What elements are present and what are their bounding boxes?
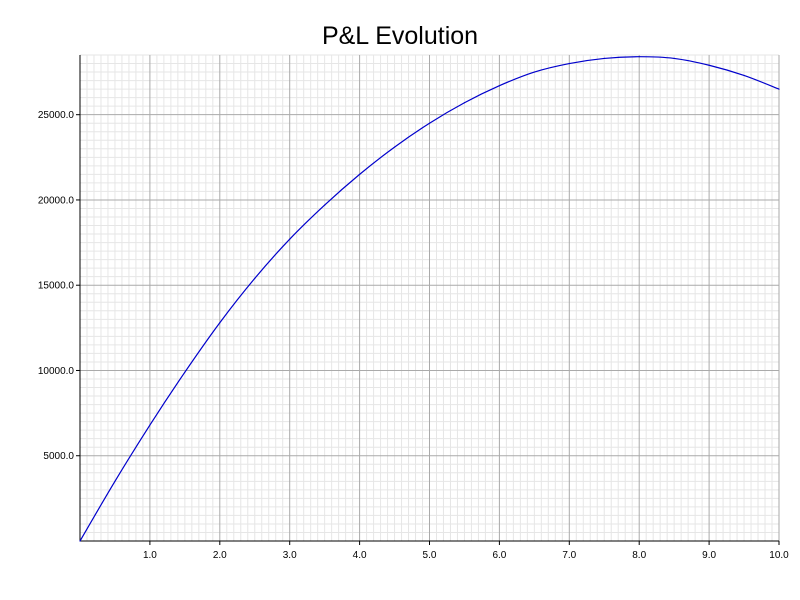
series-point — [463, 102, 466, 104]
x-tick-label: 3.0 — [283, 550, 297, 561]
series-point — [498, 85, 500, 87]
series-point — [219, 322, 221, 324]
series-point — [568, 62, 570, 65]
series-point — [393, 146, 396, 148]
series-layer — [79, 56, 780, 542]
series-point — [638, 56, 640, 58]
series-point — [289, 238, 291, 240]
series-point — [708, 64, 710, 66]
series-point — [184, 371, 186, 373]
series-point — [324, 204, 326, 206]
x-tick-label: 8.0 — [632, 550, 646, 561]
x-tick-label: 5.0 — [423, 550, 437, 561]
axes — [76, 55, 780, 545]
x-tick-label: 1.0 — [143, 550, 157, 561]
series-point — [533, 71, 535, 73]
series-point — [603, 57, 605, 60]
series-point — [428, 122, 431, 124]
x-tick-label: 7.0 — [562, 550, 576, 561]
series-point — [254, 277, 256, 279]
y-tick-label: 25000.0 — [38, 110, 75, 121]
x-tick-label: 9.0 — [702, 550, 716, 561]
major-grid — [80, 55, 780, 541]
x-tick-label: 4.0 — [353, 550, 367, 561]
x-tick-label: 6.0 — [492, 550, 506, 561]
series-point — [79, 540, 81, 542]
y-tick-label: 20000.0 — [38, 195, 75, 206]
tick-labels: 1.0 2.0 3.0 4.0 5.0 6.0 7.0 8.0 9.0 10.0 5000.0 100… — [38, 110, 789, 561]
series-point — [743, 74, 745, 77]
series-point — [673, 57, 675, 60]
series-point — [114, 480, 116, 482]
series-point — [359, 173, 361, 175]
series-point — [778, 88, 780, 90]
y-tick-label: 15000.0 — [38, 281, 75, 292]
y-tick-label: 10000.0 — [38, 366, 75, 377]
series-point — [149, 424, 151, 426]
y-tick-label: 5000.0 — [43, 451, 74, 462]
chart-title: P&L Evolution — [321, 22, 479, 50]
x-tick-label: 2.0 — [213, 550, 227, 561]
x-tick-label: 10.0 — [769, 550, 789, 561]
